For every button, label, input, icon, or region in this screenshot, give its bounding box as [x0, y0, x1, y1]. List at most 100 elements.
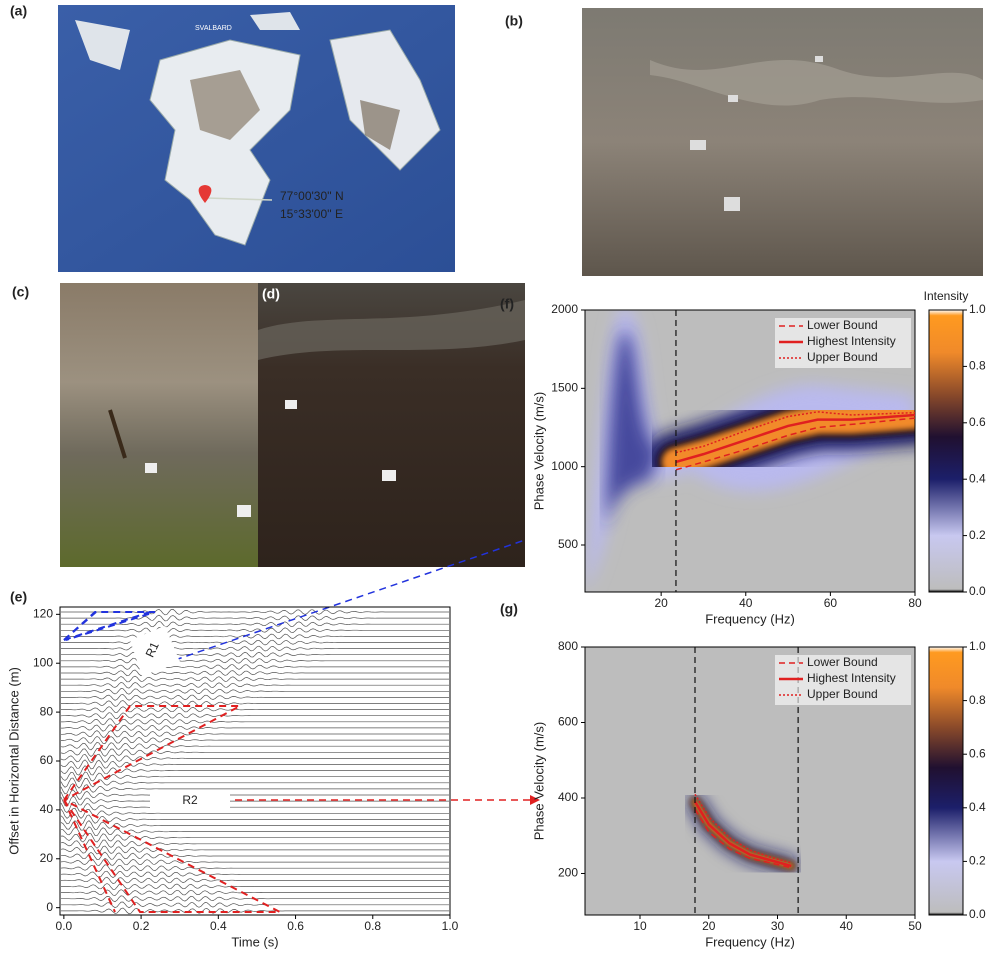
- x-tick-label: 10: [633, 919, 647, 933]
- trace: [60, 765, 449, 776]
- trace: [60, 813, 449, 825]
- panel-label: (a): [10, 3, 27, 19]
- panel-label: (d): [262, 286, 280, 302]
- y-tick-label: 800: [558, 639, 578, 653]
- y-axis-label: Phase Velocity (m/s): [531, 722, 546, 841]
- trace: [61, 688, 449, 695]
- trace: [60, 864, 449, 873]
- trace: [61, 724, 449, 732]
- legend-label: Lower Bound: [807, 318, 878, 332]
- x-tick-label: 0.2: [133, 919, 150, 933]
- trace: [61, 651, 449, 658]
- annotation-box: [130, 626, 180, 676]
- legend-label: Upper Bound: [807, 687, 878, 701]
- pick-lines: [63, 539, 530, 913]
- x-tick-label: 80: [908, 596, 922, 610]
- trace: [60, 748, 449, 757]
- colorbar-tick-label: 0.4: [969, 800, 986, 814]
- trace: [61, 706, 449, 713]
- trace: [60, 845, 449, 855]
- y-tick-label: 20: [40, 851, 54, 865]
- trace: [61, 675, 449, 683]
- trace: [60, 712, 449, 720]
- x-tick-label: 0.6: [287, 919, 304, 933]
- x-tick-label: 0.8: [364, 919, 381, 933]
- trace: [60, 777, 449, 789]
- y-tick-label: 80: [40, 704, 54, 718]
- trace: [60, 851, 449, 860]
- upper-curve: [694, 793, 792, 864]
- y-tick-label: 120: [33, 607, 53, 621]
- y-tick-label: 400: [558, 790, 578, 804]
- x-axis-label: Frequency (Hz): [705, 934, 795, 949]
- trace: [61, 633, 449, 640]
- x-tick-label: 60: [824, 596, 838, 610]
- trace: [61, 669, 449, 677]
- trace: [61, 889, 449, 896]
- x-axis-label: Time (s): [231, 934, 278, 949]
- lower-curve: [694, 808, 792, 869]
- trace: [60, 753, 449, 764]
- x-tick-label: 40: [739, 596, 753, 610]
- trace: [61, 700, 449, 707]
- trace: [61, 620, 449, 628]
- y-tick-label: 100: [33, 655, 53, 669]
- trace: [60, 759, 449, 770]
- panel-label: (c): [12, 284, 29, 300]
- colorbar: [928, 309, 964, 593]
- colorbar-title: Intensity: [924, 289, 969, 303]
- colorbar-tick-label: 0.6: [969, 415, 986, 429]
- trace: [60, 741, 449, 751]
- legend-label: Highest Intensity: [807, 671, 896, 685]
- trace: [60, 735, 449, 744]
- trace: [61, 718, 449, 726]
- trace: [61, 657, 449, 665]
- x-tick-label: 50: [908, 919, 922, 933]
- upper-curve: [675, 411, 916, 454]
- trace: [61, 694, 449, 701]
- trace: [60, 795, 449, 807]
- panel-label: (e): [10, 589, 27, 605]
- latitude: 77°00'30'' N: [280, 189, 344, 203]
- colorbar-tick-label: 0.0: [969, 907, 986, 921]
- trace: [60, 783, 449, 795]
- y-axis-label: Phase Velocity (m/s): [531, 392, 546, 511]
- y-tick-label: 500: [558, 537, 578, 551]
- colorbar-tick-label: 0.6: [969, 746, 986, 760]
- legend-label: Lower Bound: [807, 655, 878, 669]
- trace: [60, 801, 449, 814]
- trace: [60, 820, 449, 831]
- map-label: SVALBARD: [195, 25, 232, 32]
- colorbar-tick-label: 0.2: [969, 528, 986, 542]
- x-tick-label: 0.0: [56, 919, 73, 933]
- y-tick-label: 60: [40, 753, 54, 767]
- lower-curve: [675, 417, 916, 471]
- panel-label: (b): [505, 13, 523, 29]
- photo-b: [582, 8, 983, 276]
- colorbar-tick-label: 0.4: [969, 471, 986, 485]
- trace: [61, 645, 449, 652]
- colorbar-tick-label: 0.0: [969, 584, 986, 598]
- panel-label: (g): [500, 601, 518, 617]
- legend-label: Upper Bound: [807, 350, 878, 364]
- trace: [60, 807, 449, 819]
- y-tick-label: 600: [558, 715, 578, 729]
- y-tick-label: 200: [558, 866, 578, 880]
- colorbar-tick-label: 0.8: [969, 693, 986, 707]
- y-tick-label: 40: [40, 802, 54, 816]
- panel-label: (f): [500, 296, 514, 312]
- trace: [60, 832, 449, 843]
- trace: [60, 771, 449, 783]
- trace: [61, 883, 449, 890]
- colorbar: [928, 646, 964, 916]
- colorbar-tick-label: 1.0: [969, 639, 986, 653]
- highest-curve: [693, 801, 792, 868]
- trace: [61, 663, 449, 671]
- x-tick-label: 20: [702, 919, 716, 933]
- x-tick-label: 20: [654, 596, 668, 610]
- colorbar-tick-label: 1.0: [969, 302, 986, 316]
- trace: [60, 839, 449, 849]
- trace: [61, 639, 449, 646]
- legend-label: Highest Intensity: [807, 334, 896, 348]
